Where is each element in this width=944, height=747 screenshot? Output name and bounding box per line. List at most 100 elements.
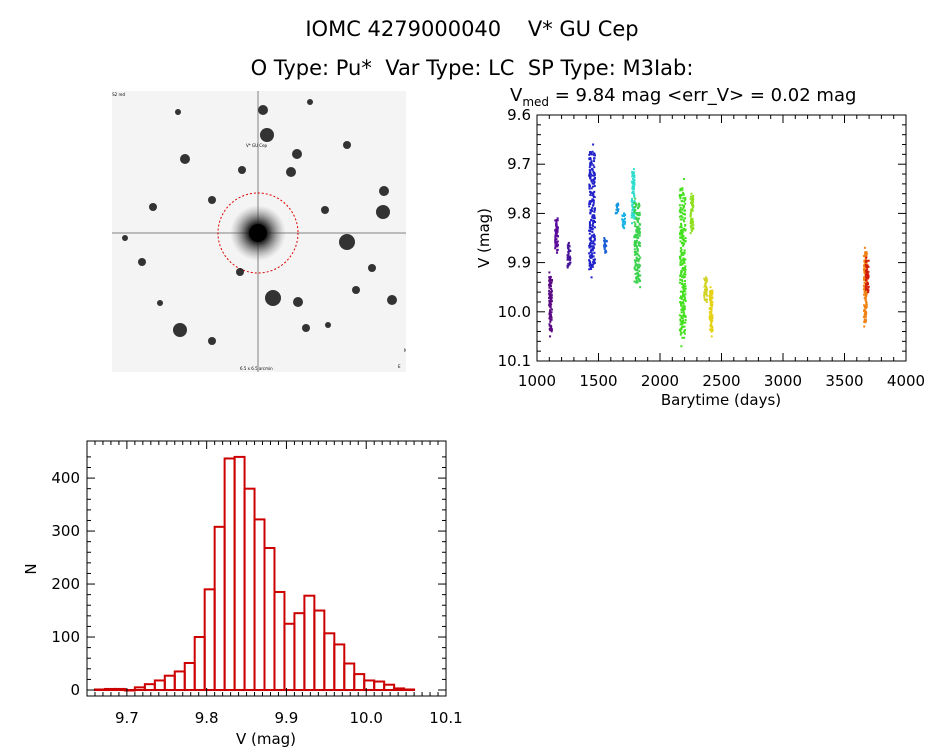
lc-point-s1 [549,335,552,338]
histogram-bar [333,643,346,691]
lc-point-s3 [567,243,570,246]
lc-point-s10 [684,287,687,290]
lc-point-s4 [592,236,595,239]
lc-point-s4 [588,244,591,247]
lc-point-s14 [864,252,867,255]
lc-point-s4 [589,191,592,194]
target-circle [217,192,299,274]
lc-point-s13 [709,313,712,316]
lc-point-s3 [569,258,572,261]
lc-point-s1 [550,308,553,311]
lc-point-s10 [684,217,687,220]
lc-point-s4 [589,251,592,254]
lc-point-s10 [680,252,683,255]
lc-point-s13 [710,297,713,300]
lc-point-s9 [638,229,641,232]
lc-point-s1 [549,279,552,282]
lc-point-s4 [591,185,594,188]
lc-point-s4 [593,196,596,199]
lc-point-s8 [630,214,633,217]
lc-point-s11 [690,192,693,195]
lc-point-s4 [592,201,595,204]
lc-point-s10 [679,296,682,299]
lc-point-s15 [865,273,868,276]
lc-point-s4 [593,181,596,184]
lc-point-s4 [593,214,596,217]
lc-point-s10 [683,252,686,255]
lc-point-s4 [591,252,594,255]
lc-point-s14 [862,284,865,287]
lc-point-s10 [684,209,687,212]
lc-point-s4 [588,226,591,229]
field-star [173,323,187,337]
lc-point-s10 [680,232,683,235]
lc-point-s3 [567,249,570,252]
lc-point-s12 [703,298,706,301]
lc-point-s1 [548,286,551,289]
lc-point-s3 [567,252,570,255]
lc-point-s8 [633,180,636,183]
lc-point-s2 [555,223,558,226]
lc-point-s4 [591,249,594,252]
lc-point-s10 [683,272,686,275]
lc-point-s4 [588,203,591,206]
lc-point-s14 [863,325,866,328]
lightcurve-panel: 1000 1500 2000 2500 3000 3500 4000 9.6 9.7 9.8 9.9… [475,106,925,409]
lc-point-s4 [589,238,592,241]
lc-point-s4 [592,164,595,167]
lc-point-s4 [589,211,592,214]
lc-point-s1 [548,315,551,318]
lc-point-s11 [691,209,694,212]
lc-point-s14 [863,306,866,309]
lc-point-s12 [705,278,708,281]
lc-point-s14 [865,252,868,255]
field-star [208,196,216,204]
lc-point-s9 [639,264,642,267]
lc-point-s10 [684,285,687,288]
lc-point-s10 [679,240,682,243]
histogram-bar [173,670,186,692]
lc-point-s11 [689,225,692,228]
lc-point-s2 [555,224,558,227]
lc-point-s9 [635,277,638,280]
lc-point-s10 [679,218,682,221]
lc-point-s8 [633,182,636,185]
lc-point-s10 [683,286,686,289]
lc-point-s10 [683,312,686,315]
lc-point-s10 [683,331,686,334]
lc-point-s8 [630,199,633,202]
lc-point-s10 [681,230,684,233]
lc-point-s8 [631,208,634,211]
lc-point-s14 [865,305,868,308]
lc-point-s5 [603,239,606,242]
lc-point-s9 [633,234,636,237]
lc-point-s11 [690,202,693,205]
lc-point-s9 [637,232,640,235]
lc-point-s13 [710,294,713,297]
lc-point-s15 [865,264,868,267]
lc-point-s4 [588,243,591,246]
lc-point-s3 [567,254,570,257]
field-star [286,167,296,177]
lc-point-s10 [682,305,685,308]
lc-point-s1 [549,284,552,287]
lc-point-s9 [634,260,637,263]
lc-point-s1 [550,303,553,306]
lc-point-s4 [588,183,591,186]
lc-point-s10 [684,293,687,296]
hist-xtick-label: 9.9 [275,709,299,727]
lc-point-s4 [588,252,591,255]
lc-point-s4 [593,208,596,211]
histogram-bar [233,455,246,691]
histogram-ylabel: N [22,563,40,574]
lc-point-s9 [639,279,642,282]
figure-subtitle: O Type: Pu* Var Type: LC SP Type: M3Iab: [250,56,694,80]
lc-point-s12 [705,292,708,295]
lc-point-s8 [633,176,636,179]
lc-point-s10 [681,317,684,320]
lc-point-s7 [623,222,626,225]
lc-point-s4 [591,224,594,227]
lc-point-s10 [681,187,684,190]
field-star [387,295,397,305]
